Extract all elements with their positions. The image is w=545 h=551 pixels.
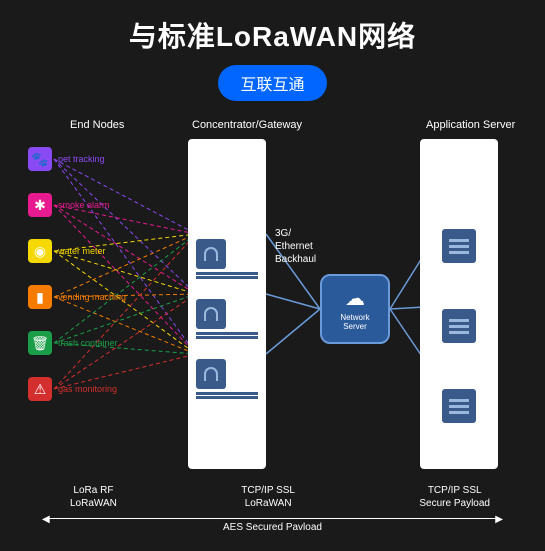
- end-node-item: ◉ water meter: [28, 239, 126, 263]
- gateway-column: [188, 139, 266, 469]
- app-server-column: [420, 139, 498, 469]
- end-node-item: ✱ smoke alarm: [28, 193, 126, 217]
- protocol-col-3: TCP/IP SSLSecure Payload: [419, 484, 490, 510]
- end-node-item: 🗑 trash container: [28, 331, 126, 355]
- gateway-device: [196, 239, 226, 269]
- end-nodes-column: 🐾 pet tracking ✱ smoke alarm ◉ water meter ▮ ve…: [28, 147, 126, 423]
- arrow-left-icon: ◀: [42, 514, 50, 525]
- gateway-stack-icon: [196, 332, 258, 335]
- node-label: trash container: [58, 338, 118, 348]
- node-icon: 🗑: [28, 331, 52, 355]
- protocol-col-1: LoRa RFLoRaWAN: [70, 484, 117, 510]
- header-end-nodes: End Nodes: [70, 119, 124, 131]
- node-icon: ✱: [28, 193, 52, 217]
- protocol-row: LoRa RFLoRaWAN TCP/IP SSLLoRaWAN TCP/IP …: [0, 484, 545, 510]
- footer: LoRa RFLoRaWAN TCP/IP SSLLoRaWAN TCP/IP …: [0, 484, 545, 533]
- app-server-item: [442, 309, 476, 343]
- node-label: smoke alarm: [58, 200, 110, 210]
- gateway-stack-icon: [196, 272, 258, 275]
- aes-label: AES Secured Pavload: [48, 522, 497, 533]
- protocol-col-2: TCP/IP SSLLoRaWAN: [241, 484, 295, 510]
- aes-row: ◀ ▶ AES Secured Pavload: [0, 518, 545, 533]
- node-icon: 🐾: [28, 147, 52, 171]
- node-label: vending maching: [58, 292, 126, 302]
- node-icon: ⚠: [28, 377, 52, 401]
- cloud-icon: ☁: [345, 286, 365, 311]
- architecture-diagram: End Nodes Concentrator/Gateway Applicati…: [0, 119, 545, 489]
- end-node-item: 🐾 pet tracking: [28, 147, 126, 171]
- node-icon: ▮: [28, 285, 52, 309]
- gateway-stack-icon: [196, 336, 258, 339]
- node-icon: ◉: [28, 239, 52, 263]
- subtitle-pill: 互联互通: [218, 65, 326, 101]
- node-label: gas monitoring: [58, 384, 117, 394]
- app-server-item: [442, 229, 476, 263]
- node-label: water meter: [58, 246, 106, 256]
- end-node-item: ⚠ gas monitoring: [28, 377, 126, 401]
- gateway-stack-icon: [196, 392, 258, 395]
- gateway-stack-icon: [196, 276, 258, 279]
- header-gateway: Concentrator/Gateway: [192, 119, 302, 131]
- gateway-device: [196, 359, 226, 389]
- header-app-server: Application Server: [426, 119, 515, 131]
- network-server-label: NetworkServer: [340, 314, 369, 332]
- network-server-node: ☁ NetworkServer: [320, 274, 390, 344]
- gateway-device: [196, 299, 226, 329]
- end-node-item: ▮ vending maching: [28, 285, 126, 309]
- node-label: pet tracking: [58, 154, 105, 164]
- app-server-item: [442, 389, 476, 423]
- main-title: 与标准LoRaWAN网络: [0, 15, 545, 55]
- gateway-stack-icon: [196, 396, 258, 399]
- arrow-right-icon: ▶: [495, 514, 503, 525]
- backhaul-label: 3G/EthernetBackhaul: [275, 227, 316, 266]
